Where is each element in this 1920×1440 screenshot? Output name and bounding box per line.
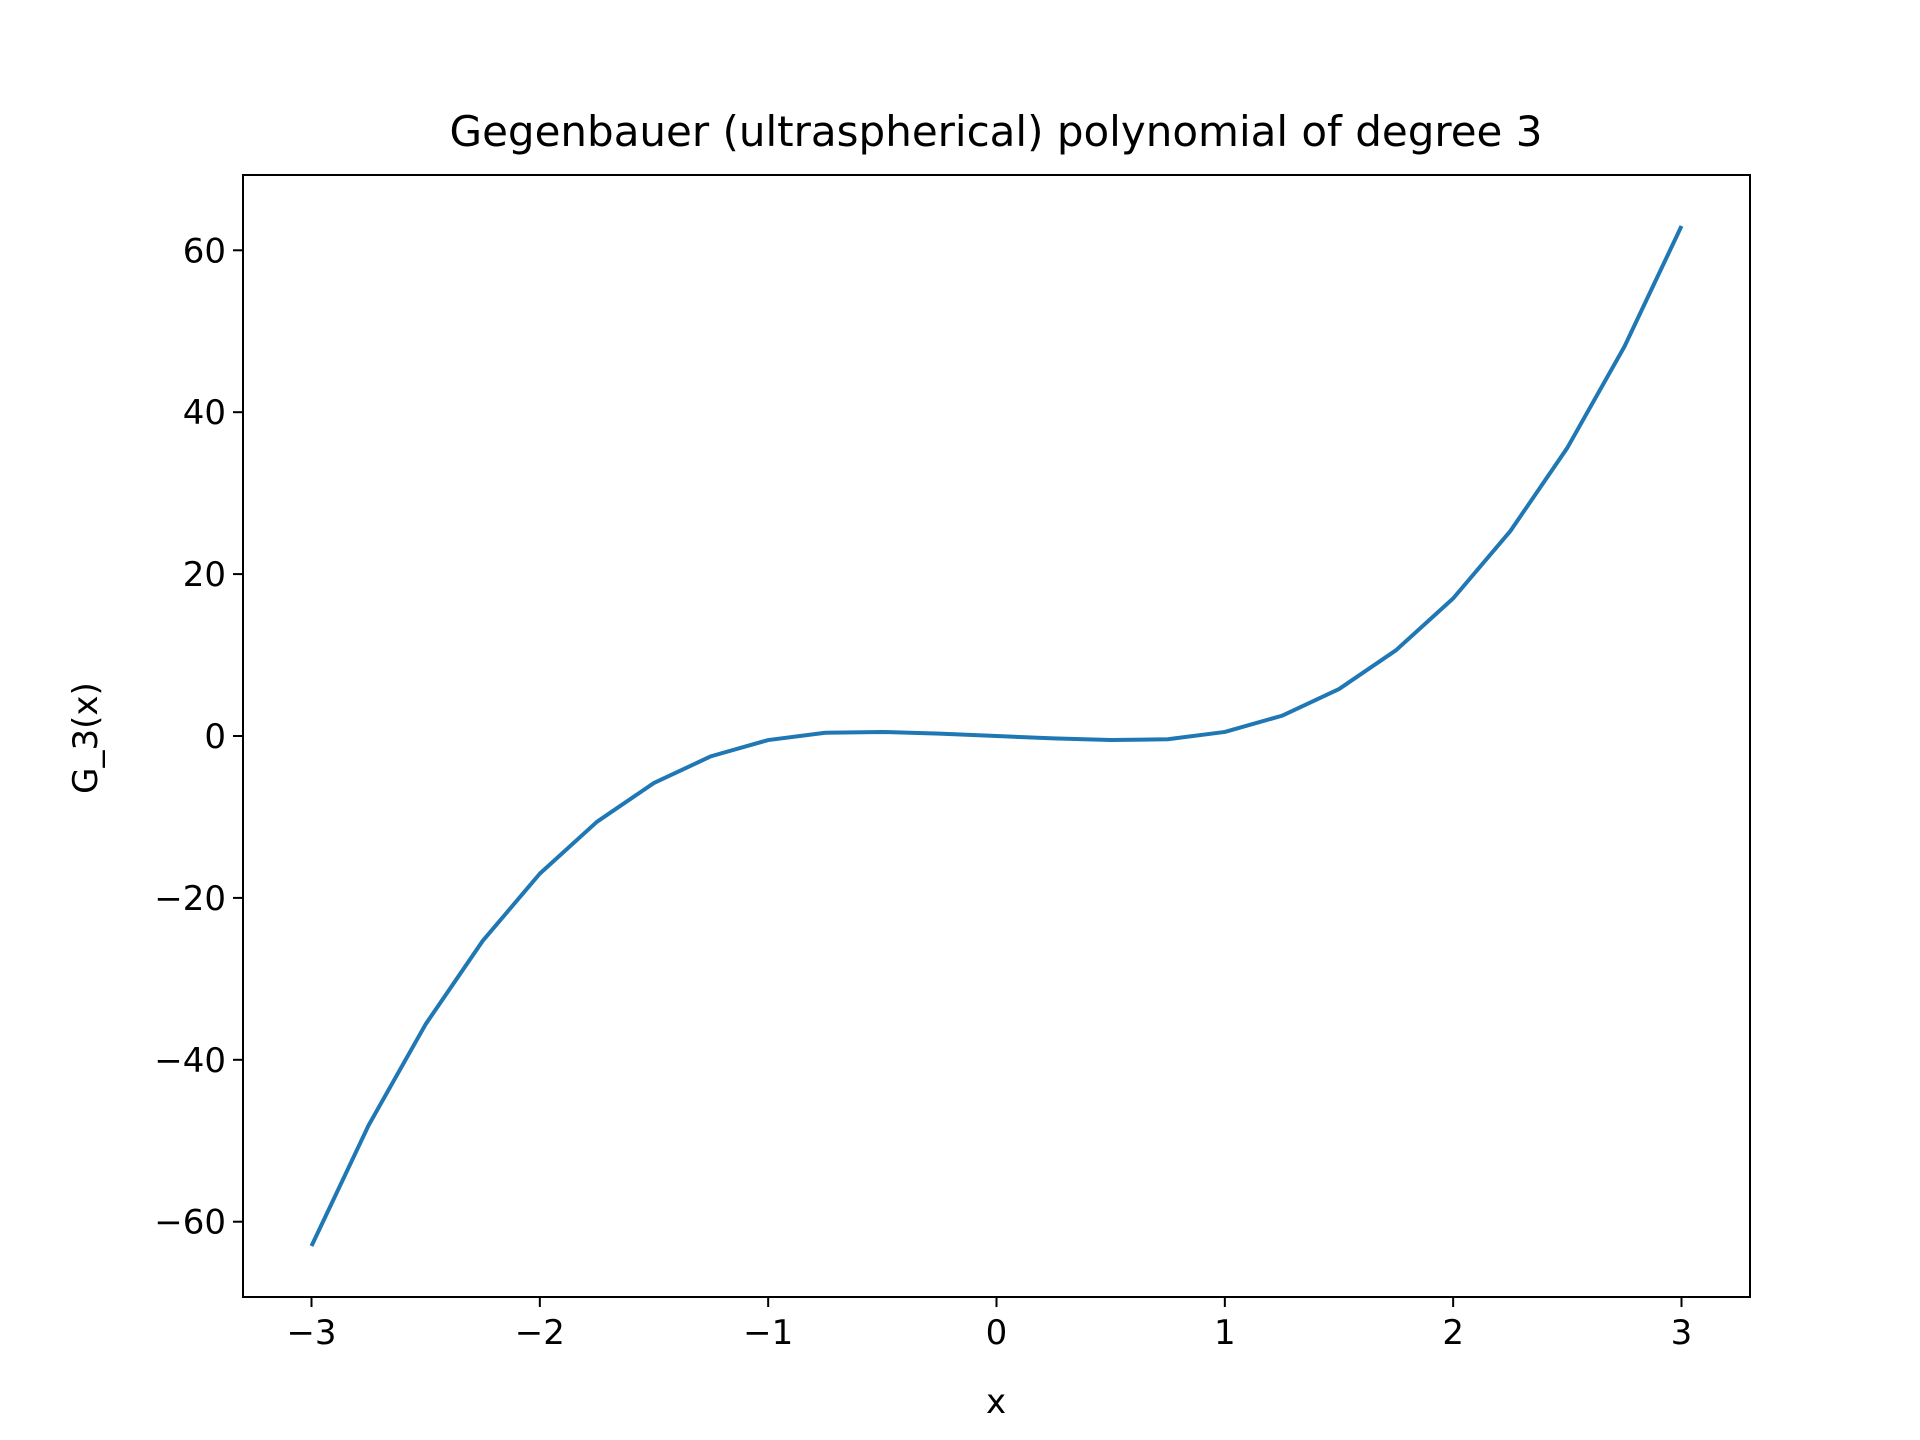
x-tick-label: 3 — [1671, 1313, 1693, 1353]
y-tick-label: 60 — [183, 231, 226, 271]
x-axis-label: x — [986, 1382, 1006, 1422]
x-tick-label: 0 — [986, 1313, 1008, 1353]
y-tick-label: 0 — [204, 717, 226, 757]
x-axis: −3 −2 −1 0 1 2 3 — [286, 1297, 1692, 1353]
y-tick-label: −20 — [154, 879, 226, 919]
y-axis: −60 −40 −20 0 20 40 60 — [154, 231, 243, 1243]
axes-frame — [242, 174, 1751, 1298]
series-line — [309, 225, 1684, 1247]
y-tick-label: −40 — [154, 1041, 226, 1081]
y-axis-label: G_3(x) — [66, 682, 106, 794]
x-tick-label: 1 — [1214, 1313, 1236, 1353]
chart-title: Gegenbauer (ultraspherical) polynomial o… — [450, 107, 1543, 156]
y-tick-label: 40 — [183, 393, 226, 433]
y-tick-label: −60 — [154, 1203, 226, 1243]
plot-area — [309, 225, 1684, 1247]
x-tick-label: 2 — [1442, 1313, 1464, 1353]
x-tick-label: −2 — [515, 1313, 565, 1353]
y-tick-label: 20 — [183, 555, 226, 595]
x-tick-label: −1 — [743, 1313, 793, 1353]
x-tick-label: −3 — [286, 1313, 336, 1353]
